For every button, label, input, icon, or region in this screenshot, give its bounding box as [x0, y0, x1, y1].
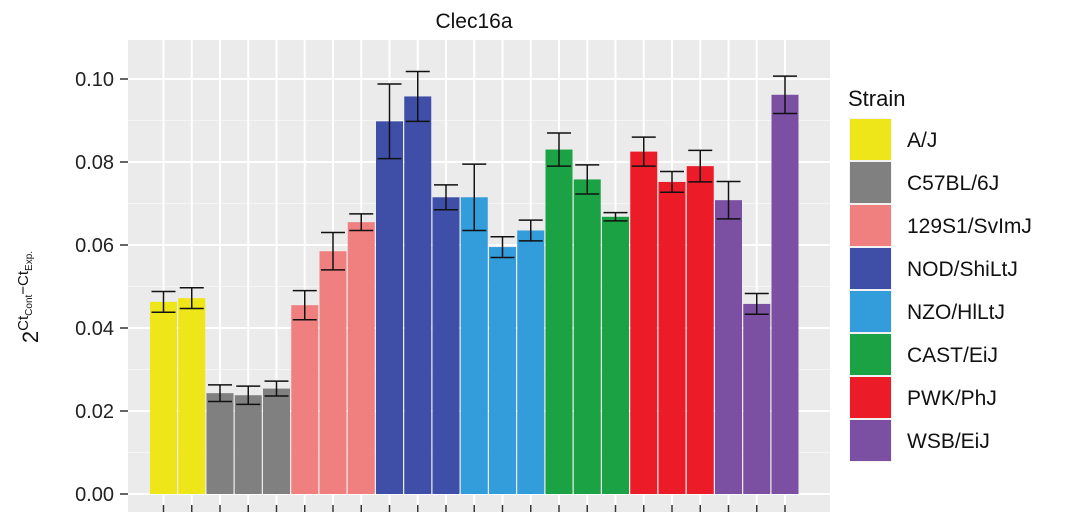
legend-swatch: [850, 377, 891, 418]
bar: [489, 247, 516, 494]
legend-swatch: [850, 420, 891, 461]
bar: [376, 121, 403, 494]
bar: [234, 395, 262, 494]
legend-label: WSB/EiJ: [907, 430, 990, 453]
legend-label: CAST/EiJ: [907, 344, 998, 367]
error-bar: [321, 231, 345, 271]
y-label-minus: −: [15, 286, 32, 295]
bar: [347, 222, 375, 495]
error-bar: [660, 170, 684, 194]
bar: [150, 301, 177, 494]
bar: [460, 197, 488, 494]
legend-label: PWK/PhJ: [907, 387, 997, 410]
error-bar: [236, 385, 261, 406]
error-bar: [490, 235, 515, 259]
bar: [771, 94, 799, 495]
error-bar: [744, 292, 769, 316]
bar: [517, 230, 545, 494]
y-label-sub1: Cont: [24, 294, 35, 315]
bars-group: [150, 70, 799, 495]
legend-swatch: [850, 248, 891, 289]
bar: [573, 179, 601, 494]
legend-label: A/J: [907, 129, 937, 152]
legend-swatch: [850, 291, 891, 332]
error-bar: [631, 136, 656, 167]
error-bar: [179, 286, 204, 310]
bar: [602, 216, 629, 494]
y-label-base: 2: [18, 331, 43, 343]
bar: [658, 181, 686, 495]
y-axis-label: 2CtCont−CtExp.: [15, 251, 43, 343]
bar: [178, 298, 206, 494]
legend: Strain A/J C57BL/6J 129S1/SvImJ NOD/ShiLtJ N…: [848, 86, 1032, 462]
error-bar: [405, 70, 430, 123]
error-bar: [151, 290, 176, 313]
y-tick-label: 0.08: [75, 152, 114, 174]
bar: [263, 388, 290, 494]
bar: [404, 96, 432, 495]
legend-label: NOD/ShiLtJ: [907, 258, 1018, 281]
legend-label: NZO/HlLtJ: [907, 301, 1005, 324]
error-bar: [547, 132, 571, 167]
bar: [743, 303, 771, 494]
x-axis: [162, 505, 786, 512]
bar: [319, 251, 347, 494]
error-bar: [603, 211, 628, 222]
error-bar: [292, 289, 317, 321]
y-tick-label: 0.04: [75, 318, 114, 340]
error-bar: [208, 384, 232, 403]
bar: [206, 393, 234, 494]
bar: [686, 166, 714, 494]
y-tick-label: 0.10: [75, 69, 114, 91]
error-bar: [377, 83, 402, 160]
bar: [630, 151, 658, 494]
error-bar: [462, 163, 487, 232]
bar: [291, 305, 319, 494]
y-tick-label: 0.00: [75, 484, 114, 506]
y-axis: 0.00 0.02 0.04 0.06 0.08 0.10: [75, 69, 128, 506]
legend-swatch: [850, 162, 891, 203]
error-bar: [773, 75, 797, 115]
bar: [545, 149, 573, 495]
error-bar: [434, 184, 458, 211]
svg-text:2CtCont−CtExp.: 2CtCont−CtExp.: [15, 251, 43, 343]
chart-title: Clec16a: [435, 10, 512, 33]
error-bar: [518, 219, 543, 242]
error-bar: [716, 180, 741, 220]
legend-title: Strain: [848, 86, 905, 111]
y-tick-label: 0.02: [75, 401, 114, 423]
legend-swatch: [850, 205, 891, 246]
error-bar: [264, 380, 289, 397]
error-bar: [349, 213, 374, 232]
legend-swatch: [850, 119, 891, 160]
y-label-sub2: Exp.: [24, 251, 35, 271]
error-bar: [575, 164, 600, 195]
y-label-ct2: Ct: [15, 270, 32, 286]
legend-label: C57BL/6J: [907, 172, 999, 195]
bar: [715, 200, 742, 494]
legend-swatch: [850, 334, 891, 375]
y-tick-label: 0.06: [75, 235, 114, 257]
bar: [432, 197, 460, 494]
y-label-ct1: Ct: [15, 315, 32, 331]
error-bar: [688, 149, 713, 183]
legend-label: 129S1/SvImJ: [907, 215, 1032, 238]
